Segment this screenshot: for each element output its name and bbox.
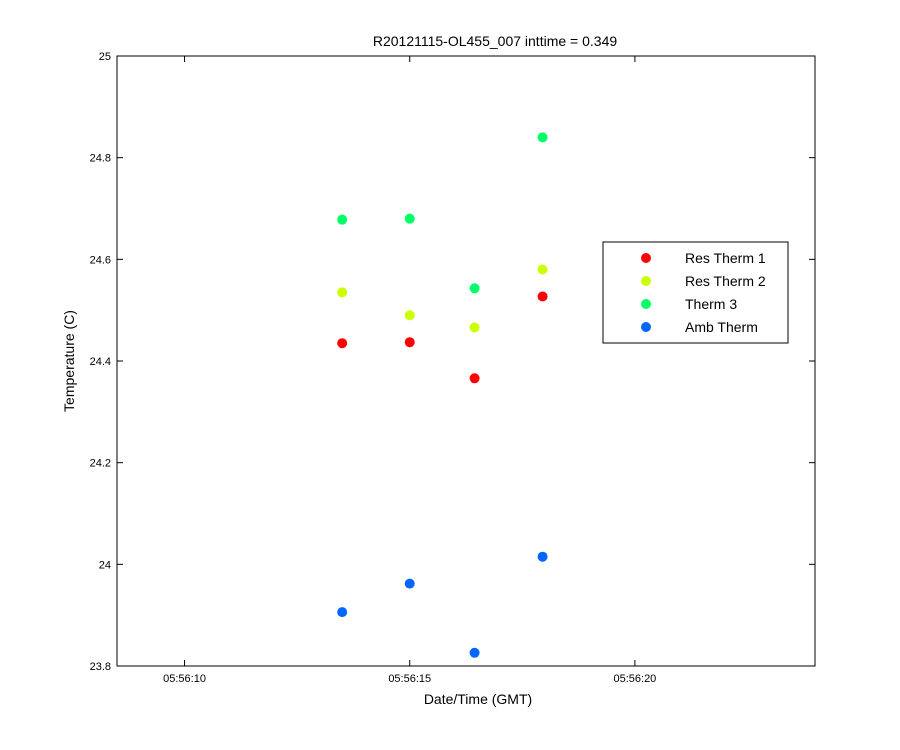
- chart-title: R20121115-OL455_007 inttime = 0.349: [373, 33, 617, 49]
- data-point: [537, 551, 548, 562]
- data-point: [337, 607, 348, 618]
- y-tick-label: 24.8: [90, 153, 111, 165]
- data-point: [404, 213, 415, 224]
- data-point: [404, 337, 415, 348]
- x-tick-label: 05:56:10: [163, 673, 206, 685]
- data-point: [469, 322, 480, 333]
- plot-area: 23.8 24 24.2 24.4 24.6 24.8 25 05:56:10 05:56:15…: [90, 51, 816, 685]
- legend-label: Res Therm 1: [685, 250, 766, 266]
- legend-label: Therm 3: [685, 296, 737, 312]
- data-point: [537, 264, 548, 275]
- data-point: [404, 578, 415, 589]
- legend-marker: [641, 276, 651, 286]
- y-tick-label: 24.2: [90, 458, 111, 470]
- y-axis-title: Temperature (C): [61, 310, 77, 412]
- y-tick-label: 24: [99, 559, 111, 571]
- data-point: [337, 214, 348, 225]
- data-point: [469, 373, 480, 384]
- data-point: [337, 287, 348, 298]
- y-tick-label: 23.8: [90, 661, 111, 673]
- plot-frame: [116, 55, 816, 667]
- x-axis-title: Date/Time (GMT): [424, 691, 532, 707]
- x-tick-label: 05:56:20: [613, 673, 656, 685]
- y-tick-label: 24.4: [90, 356, 111, 368]
- y-tick-label: 25: [99, 51, 111, 63]
- legend-label: Amb Therm: [685, 319, 758, 335]
- y-tick-label: 24.6: [90, 254, 111, 266]
- x-tick-label: 05:56:15: [388, 673, 431, 685]
- legend: [602, 241, 789, 344]
- legend-marker: [641, 322, 651, 332]
- data-point: [537, 291, 548, 302]
- legend-label: Res Therm 2: [685, 273, 766, 289]
- legend-marker: [641, 299, 651, 309]
- data-point: [404, 310, 415, 321]
- data-point: [337, 338, 348, 349]
- data-point: [469, 647, 480, 658]
- data-point: [469, 283, 480, 294]
- data-point: [537, 132, 548, 143]
- legend-marker: [641, 253, 651, 263]
